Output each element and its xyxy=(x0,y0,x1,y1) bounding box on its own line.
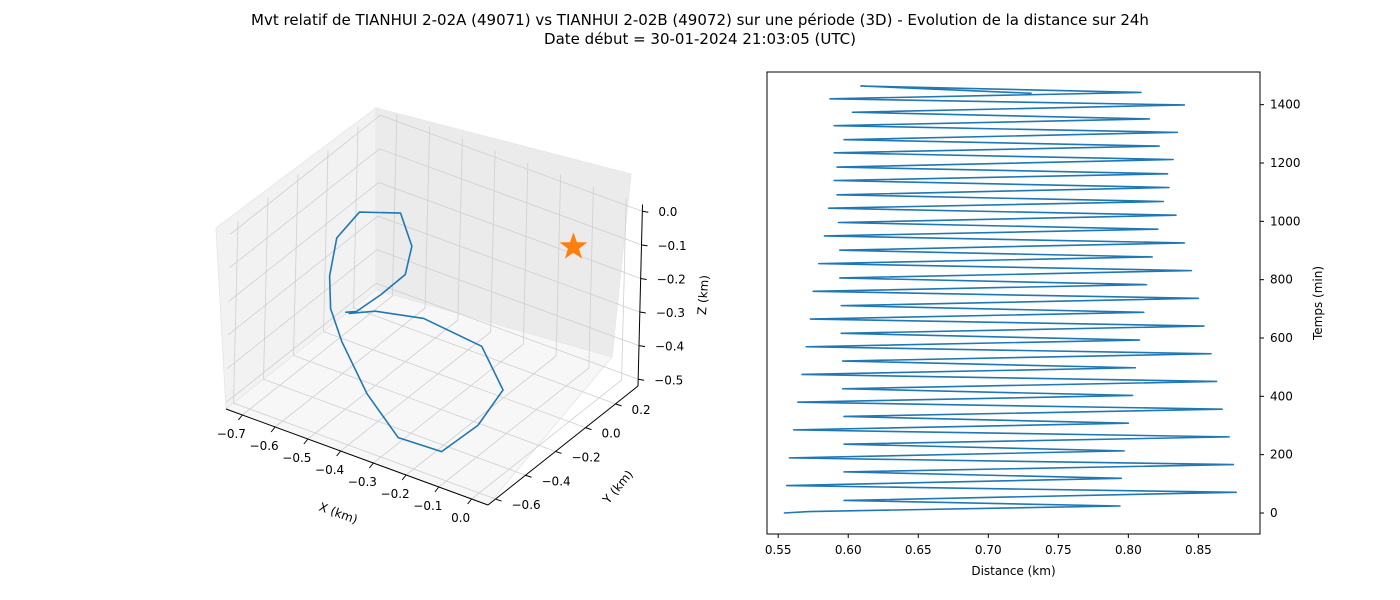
x-tick-label-3d: −0.4 xyxy=(315,463,344,477)
y-tick-label-2d: 1000 xyxy=(1270,214,1301,228)
grid-line-x xyxy=(307,138,463,440)
x-tick-label-3d: −0.3 xyxy=(348,475,377,489)
x-tick-mark-3d xyxy=(303,438,309,445)
z-tick-mark-3d xyxy=(640,277,647,280)
z-tick-label-3d: −0.5 xyxy=(654,373,683,387)
y-tick-label-2d: 600 xyxy=(1270,331,1293,345)
y-axis-label-3d: Y (km) xyxy=(599,467,636,507)
x-tick-label-3d: −0.2 xyxy=(381,487,410,501)
grid-line-y xyxy=(263,197,526,476)
grid-line-z xyxy=(228,181,641,302)
grid-line-z xyxy=(227,215,640,336)
distance-series-line xyxy=(783,85,1237,514)
z-tick-mark-3d xyxy=(639,311,646,314)
y-tick-label-3d: 0.0 xyxy=(602,427,621,441)
y-tick-label-3d: −0.4 xyxy=(542,474,571,488)
plot-2d-marks xyxy=(783,85,1237,514)
grid-line-x xyxy=(405,174,562,476)
z-tick-mark-3d xyxy=(638,378,645,381)
grid-line-x xyxy=(438,186,594,488)
z-tick-label-3d: 0.0 xyxy=(658,205,677,219)
x-tick-label-2d: 0.85 xyxy=(1185,543,1212,557)
grid-line-z xyxy=(226,249,640,369)
x-axis-label-3d: X (km) xyxy=(317,500,359,527)
x-tick-label-2d: 0.60 xyxy=(835,543,862,557)
grid-line-y xyxy=(293,173,556,452)
y-tick-label-2d: 200 xyxy=(1270,448,1293,462)
y-tick-label-2d: 1200 xyxy=(1270,156,1301,170)
y-axis-label-2d: Temps (min) xyxy=(1311,266,1325,341)
chart-title-line-2: Date début = 30-01-2024 21:03:05 (UTC) xyxy=(544,30,856,48)
plot-2d-frame xyxy=(766,71,1261,535)
plot-3d-trajectory: −0.7−0.6−0.5−0.4−0.3−0.2−0.10.0−0.6−0.4−… xyxy=(215,107,712,527)
grid-line-x xyxy=(471,198,627,500)
y-tick-label-3d: −0.2 xyxy=(572,450,601,464)
plot-3d-axes xyxy=(225,204,643,506)
y-tick-mark-3d xyxy=(495,498,502,502)
z-tick-label-3d: −0.1 xyxy=(658,239,687,253)
plot-2d-distance: 0.55 0.60 0.65 0.70 0.75 0.80 0.85 0 200 400 600 80… xyxy=(765,71,1325,578)
plot-2d-ticks: 0.55 0.60 0.65 0.70 0.75 0.80 0.85 0 200 400 600 80… xyxy=(765,98,1301,557)
y-tick-label-2d: 800 xyxy=(1270,273,1293,287)
grid-line-x xyxy=(274,126,431,428)
y-tick-mark-3d xyxy=(525,474,532,478)
x-tick-label-3d: −0.1 xyxy=(413,499,442,513)
x-tick-label-2d: 0.75 xyxy=(1045,543,1072,557)
z-tick-label-3d: −0.2 xyxy=(657,272,686,286)
x-tick-mark-3d xyxy=(368,462,374,469)
z-tick-label-3d: −0.3 xyxy=(656,306,685,320)
x-tick-label-2d: 0.70 xyxy=(975,543,1002,557)
x-tick-mark-3d xyxy=(467,498,473,505)
grid-line-y xyxy=(233,221,496,500)
x-tick-mark-3d xyxy=(434,486,440,493)
grid-line-x xyxy=(340,150,496,452)
x-tick-label-3d: 0.0 xyxy=(451,511,470,525)
z-axis-line-3d xyxy=(637,204,643,387)
x-tick-label-3d: −0.7 xyxy=(217,427,246,441)
x-tick-mark-3d xyxy=(336,450,342,457)
z-tick-mark-3d xyxy=(642,210,649,213)
plot-3d-ticks: −0.7−0.6−0.5−0.4−0.3−0.2−0.10.0−0.6−0.4−… xyxy=(217,205,687,525)
plot-3d-marks xyxy=(328,211,588,453)
x-tick-label-3d: −0.6 xyxy=(250,439,279,453)
y-tick-mark-3d xyxy=(615,403,622,407)
x-axis-label-2d: Distance (km) xyxy=(971,564,1055,578)
z-tick-mark-3d xyxy=(638,345,646,348)
x-tick-label-2d: 0.55 xyxy=(765,543,792,557)
x-tick-label-2d: 0.65 xyxy=(905,543,932,557)
grid-line-z xyxy=(229,148,642,269)
grid-line-x xyxy=(373,162,529,464)
y-tick-label-3d: −0.6 xyxy=(512,498,541,512)
y-tick-label-2d: 0 xyxy=(1270,506,1278,520)
y-tick-label-2d: 1400 xyxy=(1270,98,1301,112)
chart-title-line-1: Mvt relatif de TIANHUI 2-02A (49071) vs … xyxy=(251,11,1149,29)
grid-line-z xyxy=(225,282,639,403)
x-tick-label-2d: 0.80 xyxy=(1115,543,1142,557)
grid-line-z xyxy=(230,114,643,235)
x-tick-mark-3d xyxy=(401,474,407,481)
z-axis-label-3d: Z (km) xyxy=(695,275,712,316)
grid-line-y xyxy=(353,126,616,405)
x-tick-mark-3d xyxy=(237,414,243,421)
z-tick-label-3d: −0.4 xyxy=(655,340,684,354)
x-axis-line-3d xyxy=(225,408,489,506)
reference-star-marker xyxy=(559,232,588,259)
trajectory-line-3d xyxy=(328,211,504,453)
x-tick-mark-3d xyxy=(270,426,276,433)
y-tick-label-3d: 0.2 xyxy=(632,403,651,417)
y-tick-label-2d: 400 xyxy=(1270,389,1293,403)
y-tick-mark-3d xyxy=(555,450,562,454)
grid-line-x xyxy=(242,114,398,416)
x-tick-label-3d: −0.5 xyxy=(282,451,311,465)
plot-3d-grid xyxy=(225,114,643,500)
y-axis-line-3d xyxy=(487,385,639,506)
y-tick-mark-3d xyxy=(585,427,592,431)
z-tick-mark-3d xyxy=(641,244,648,247)
